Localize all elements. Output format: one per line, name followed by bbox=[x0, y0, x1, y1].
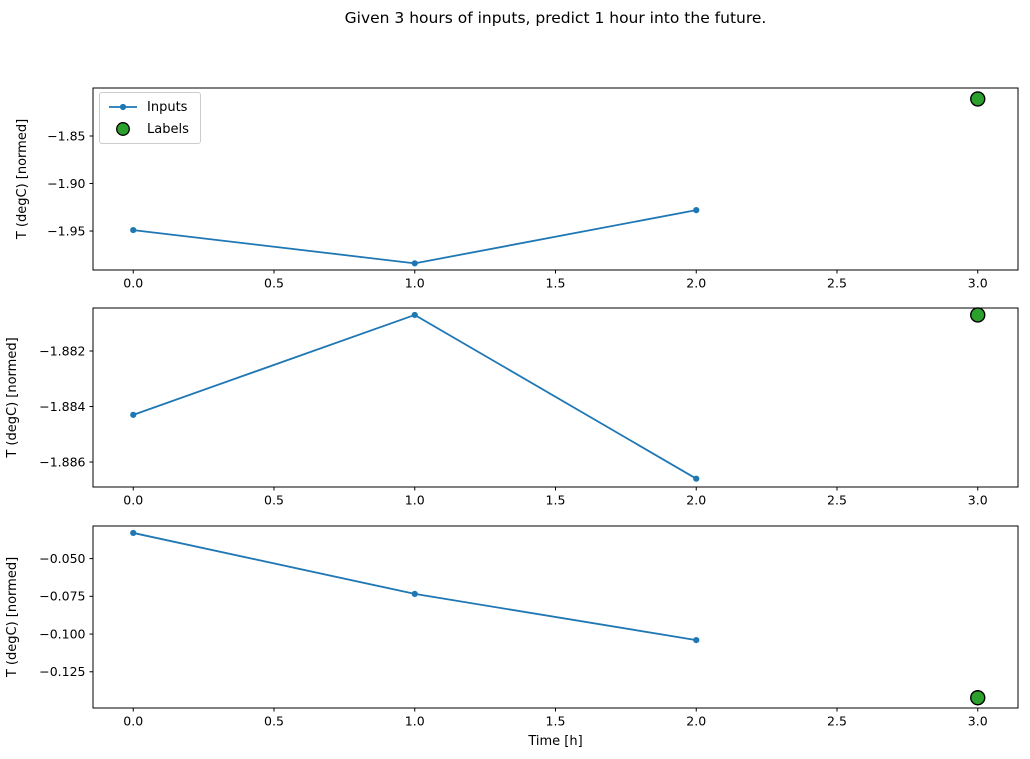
y-tick-label: −0.075 bbox=[39, 589, 85, 604]
x-tick-label: 0.0 bbox=[123, 493, 143, 508]
x-tick-label: 2.5 bbox=[827, 714, 847, 729]
y-tick-label: −1.95 bbox=[47, 223, 85, 238]
x-tick-label: 1.0 bbox=[405, 276, 425, 291]
x-tick-label: 3.0 bbox=[968, 493, 988, 508]
legend: Inputs Labels bbox=[99, 92, 201, 144]
labels-marker bbox=[970, 307, 986, 323]
inputs-marker bbox=[130, 529, 137, 537]
y-axis-label: T (degC) [normed] bbox=[5, 337, 20, 458]
inputs-marker bbox=[130, 411, 137, 418]
inputs-line bbox=[132, 313, 697, 480]
y-tick-label: −0.050 bbox=[39, 551, 85, 566]
y-axis-label: T (degC) [normed] bbox=[5, 557, 20, 678]
labels-marker bbox=[970, 690, 986, 706]
y-tick-label: −1.886 bbox=[39, 454, 85, 469]
chart-title: Given 3 hours of inputs, predict 1 hour … bbox=[344, 9, 767, 27]
labels-marker bbox=[970, 91, 986, 107]
y-tick-label: −1.90 bbox=[47, 176, 85, 191]
y-tick-label: −0.125 bbox=[39, 664, 85, 679]
x-tick-label: 2.0 bbox=[686, 493, 706, 508]
x-tick-label: 0.0 bbox=[123, 714, 143, 729]
x-tick-label: 1.0 bbox=[405, 714, 425, 729]
y-tick-label: −1.882 bbox=[39, 343, 85, 358]
x-tick-label: 0.5 bbox=[264, 714, 284, 729]
x-tick-label: 0.5 bbox=[264, 276, 284, 291]
legend-label-inputs: Inputs bbox=[147, 99, 188, 115]
labels-circle-icon bbox=[116, 122, 130, 136]
legend-label-labels: Labels bbox=[147, 121, 189, 137]
inputs-marker bbox=[693, 636, 700, 644]
inputs-marker bbox=[693, 207, 700, 214]
inputs-marker bbox=[411, 311, 418, 319]
x-tick-label: 1.5 bbox=[546, 493, 566, 508]
x-tick-label: 1.5 bbox=[546, 714, 566, 729]
inputs-line-icon bbox=[109, 103, 137, 111]
axes-box bbox=[92, 87, 1019, 271]
y-tick-label: −0.100 bbox=[39, 626, 85, 641]
inputs-line bbox=[133, 209, 697, 265]
y-axis-label: T (degC) [normed] bbox=[15, 119, 30, 240]
x-axis-label: Time [h] bbox=[527, 734, 582, 749]
y-tick-label: −1.85 bbox=[47, 128, 85, 143]
legend-item-inputs: Inputs bbox=[108, 98, 189, 116]
y-tick-label: −1.884 bbox=[39, 399, 85, 414]
x-tick-label: 1.0 bbox=[405, 493, 425, 508]
inputs-marker bbox=[693, 475, 700, 482]
x-tick-label: 3.0 bbox=[968, 714, 988, 729]
inputs-marker bbox=[411, 260, 418, 267]
x-tick-label: 2.5 bbox=[827, 276, 847, 291]
x-tick-label: 0.5 bbox=[264, 493, 284, 508]
x-tick-label: 2.0 bbox=[686, 276, 706, 291]
x-tick-label: 0.0 bbox=[123, 276, 143, 291]
x-tick-label: 1.5 bbox=[546, 276, 566, 291]
x-tick-label: 2.5 bbox=[827, 493, 847, 508]
x-tick-label: 3.0 bbox=[968, 276, 988, 291]
inputs-marker bbox=[411, 590, 418, 598]
inputs-line bbox=[133, 532, 697, 641]
x-tick-label: 2.0 bbox=[686, 714, 706, 729]
inputs-marker bbox=[130, 226, 137, 234]
legend-item-labels: Labels bbox=[108, 120, 189, 138]
